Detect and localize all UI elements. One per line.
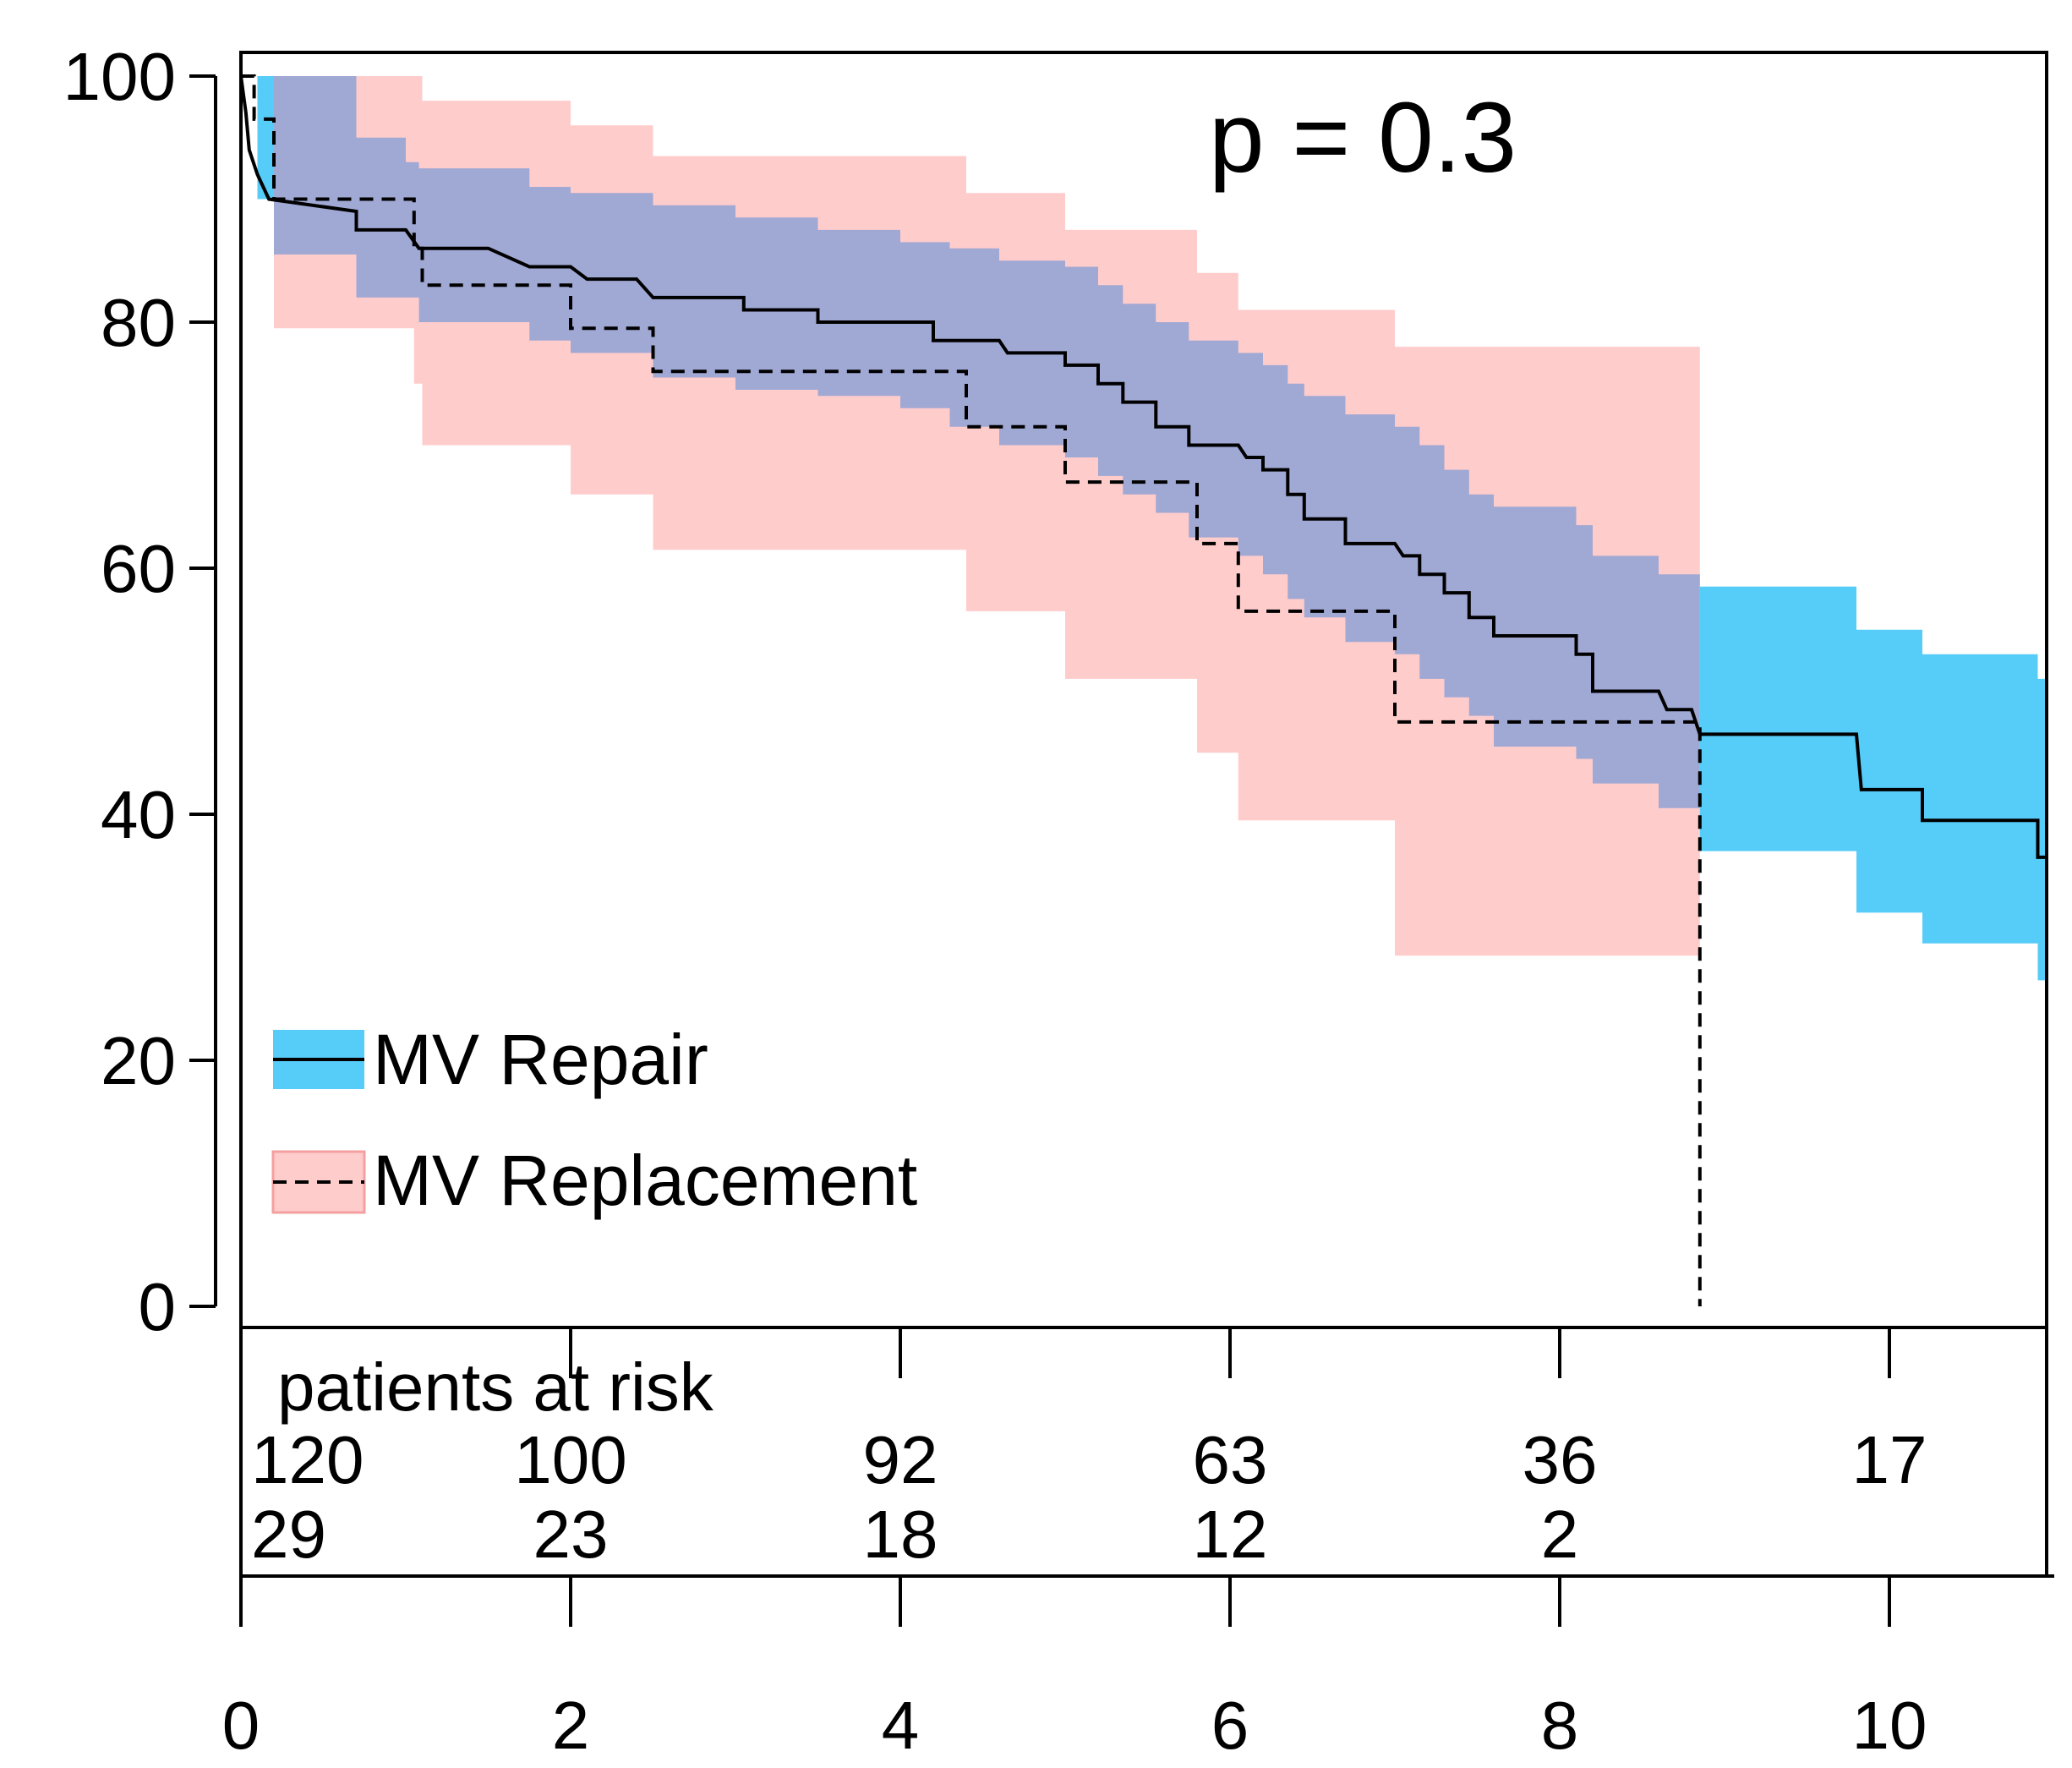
y-tick-label-40: 40 (101, 777, 176, 852)
y-tick-label-20: 20 (101, 1023, 176, 1098)
y-tick-label-100: 100 (63, 39, 176, 114)
risk-count-repair-2: 100 (514, 1422, 626, 1497)
x-tick-label-6: 6 (1211, 1688, 1249, 1763)
legend: MV Repair MV Replacement (271, 1020, 917, 1220)
risk-count-replacement-8: 2 (1541, 1497, 1579, 1572)
x-tick-label-4: 4 (882, 1688, 920, 1763)
survival-curves (241, 74, 2047, 1306)
x-tick-label-2: 2 (552, 1688, 590, 1763)
risk-table: patients at risk 120 100 92 63 36 17 29 23 18 12 2 (251, 1327, 1927, 1572)
risk-count-replacement-4: 18 (863, 1497, 938, 1572)
y-tick-label-60: 60 (101, 531, 176, 606)
survival-curve-replacement (241, 74, 1702, 1306)
ci-band-overlap (241, 76, 1700, 956)
legend-item-replacement: MV Replacement (271, 1141, 917, 1220)
risk-count-replacement-2: 23 (533, 1497, 609, 1572)
risk-count-replacement-0: 29 (251, 1497, 326, 1572)
confidence-bands (241, 76, 2047, 981)
risk-table-title: patients at risk (277, 1349, 714, 1425)
x-tick-label-10: 10 (1852, 1688, 1927, 1763)
risk-count-replacement-6: 12 (1193, 1497, 1268, 1572)
risk-count-repair-6: 63 (1193, 1422, 1268, 1497)
survival-curve-repair (241, 75, 2047, 859)
risk-count-repair-10: 17 (1852, 1422, 1927, 1497)
x-tick-label-8: 8 (1541, 1688, 1579, 1763)
y-tick-label-80: 80 (101, 285, 176, 360)
legend-label-replacement: MV Replacement (373, 1141, 917, 1220)
x-tick-label-0: 0 (222, 1688, 260, 1763)
p-value-annotation: p = 0.3 (1209, 82, 1517, 194)
x-axis: 0 2 4 6 8 10 (222, 1574, 2054, 1763)
y-tick-label-0: 0 (139, 1269, 177, 1344)
risk-count-repair-8: 36 (1523, 1422, 1598, 1497)
legend-item-repair: MV Repair (273, 1020, 708, 1099)
legend-label-repair: MV Repair (373, 1020, 708, 1099)
y-axis: 0 20 40 60 80 100 (63, 39, 217, 1344)
risk-count-repair-4: 92 (863, 1422, 938, 1497)
risk-count-repair-0: 120 (251, 1422, 364, 1497)
